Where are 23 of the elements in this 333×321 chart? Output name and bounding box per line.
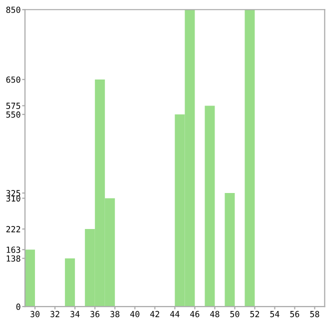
x-tick-label: 38 — [110, 310, 120, 318]
y-tick-label: 850 — [6, 6, 20, 13]
x-tick-label: 46 — [190, 310, 200, 318]
x-tick-label: 50 — [230, 310, 240, 318]
x-tick-label: 56 — [290, 310, 300, 318]
x-tick-label: 34 — [70, 310, 80, 318]
y-tick-label: 575 — [6, 102, 20, 109]
y-tick-label: 0 — [16, 304, 20, 310]
x-tick-label: 40 — [130, 310, 140, 318]
x-tick-label: 48 — [210, 310, 220, 318]
x-tick-label: 36 — [90, 310, 100, 318]
x-tick-label: 54 — [270, 311, 280, 318]
x-tick-label: 52 — [250, 310, 260, 318]
y-tick-label: 550 — [6, 111, 20, 118]
x-tick-label: 42 — [150, 310, 160, 318]
x-tick-label: 58 — [310, 310, 320, 318]
y-tick-label: 222 — [6, 226, 20, 232]
y-tick-label: 163 — [6, 246, 20, 253]
x-tick-label: 30 — [30, 310, 40, 318]
y-tick-label: 650 — [6, 76, 20, 83]
x-tick-label: 32 — [50, 310, 60, 318]
y-tick-label: 138 — [6, 255, 20, 262]
x-tick-label: 44 — [170, 311, 180, 318]
